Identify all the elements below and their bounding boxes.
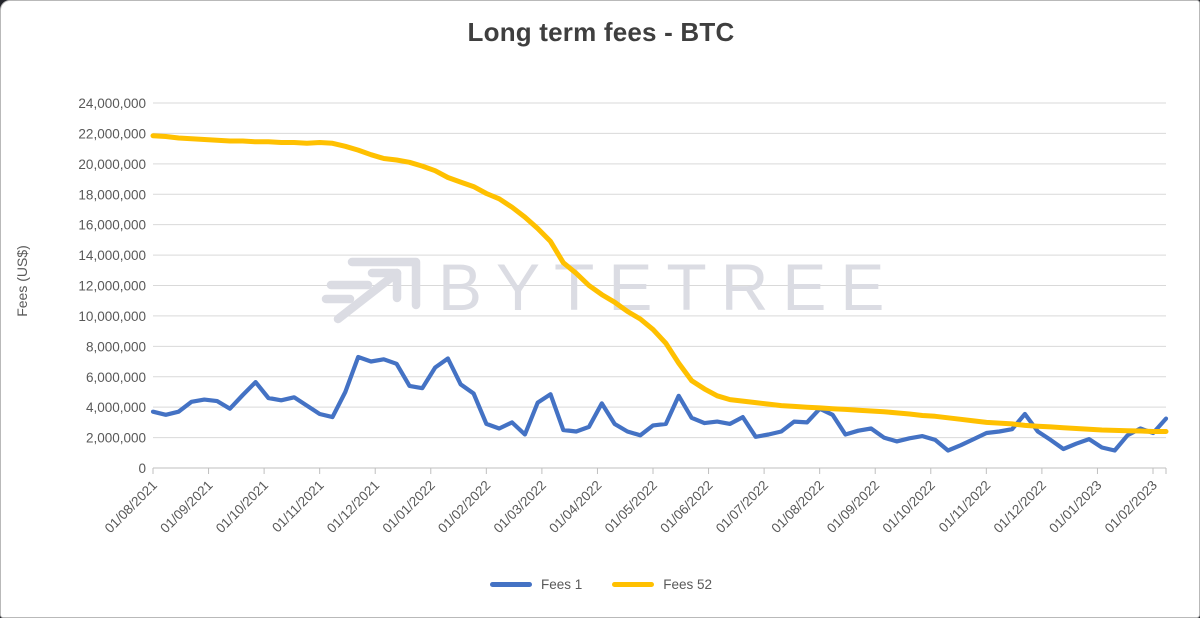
y-tick-label: 24,000,000: [78, 96, 146, 111]
x-tick-label: 01/12/2021: [324, 478, 382, 536]
y-tick-label: 20,000,000: [78, 157, 146, 172]
x-tick-label: 01/06/2022: [657, 478, 715, 536]
legend-item-fees1: Fees 1: [489, 577, 583, 592]
fees52-line: [150, 133, 1169, 434]
x-tick-label: 01/07/2022: [713, 478, 771, 536]
x-tick-label: 01/12/2022: [991, 478, 1049, 536]
y-tick-label: 6,000,000: [86, 370, 146, 385]
x-tick-label: 01/09/2021: [157, 478, 215, 536]
y-tick-label: 14,000,000: [78, 248, 146, 263]
x-tick-label: 01/08/2021: [102, 478, 160, 536]
legend-label-fees52: Fees 52: [663, 577, 713, 592]
chart-legend: Fees 1 Fees 52: [1, 577, 1200, 592]
y-tick-label: 8,000,000: [86, 339, 146, 354]
legend-item-fees52: Fees 52: [612, 577, 712, 592]
chart-title: Long term fees - BTC: [467, 17, 735, 47]
fees52-line-swatch: [612, 582, 655, 587]
x-tick-label: 01/04/2022: [546, 478, 604, 536]
y-tick-label: 12,000,000: [78, 279, 146, 294]
bytetree-watermark: BYTETREE: [438, 250, 898, 324]
x-tick-label: 01/10/2021: [213, 478, 271, 536]
x-tick-label: 01/11/2021: [269, 478, 327, 536]
y-tick-label: 4,000,000: [86, 400, 146, 415]
y-tick-label: 18,000,000: [78, 187, 146, 202]
y-tick-label: 22,000,000: [78, 126, 146, 141]
y-tick-label: 10,000,000: [78, 309, 146, 324]
x-tick-label: 01/02/2022: [435, 478, 493, 536]
fees1-line-swatch: [489, 582, 532, 587]
x-tick-label: 01/08/2022: [768, 478, 826, 536]
x-tick-label: 01/05/2022: [602, 478, 660, 536]
y-tick-label: 16,000,000: [78, 218, 146, 233]
bytetree-logo-icon: [321, 257, 421, 324]
x-tick-label: 01/01/2023: [1046, 478, 1104, 536]
fees1-line: [150, 354, 1169, 453]
chart-plot: 0 2,000,000 4,000,000 6,000,000 8,000,000 10,…: [78, 96, 1169, 536]
x-tick-label: 01/11/2022: [936, 478, 994, 536]
x-tick-label: 01/02/2023: [1102, 478, 1160, 536]
legend-label-fees1: Fees 1: [540, 577, 583, 592]
x-tick-label: 01/03/2022: [491, 478, 549, 536]
x-tick-label: 01/10/2022: [880, 478, 938, 536]
x-tick-label: 01/01/2022: [380, 478, 438, 536]
y-tick-label: 2,000,000: [86, 431, 146, 446]
x-tick-label: 01/09/2022: [824, 478, 882, 536]
y-tick-label: 0: [138, 461, 146, 476]
